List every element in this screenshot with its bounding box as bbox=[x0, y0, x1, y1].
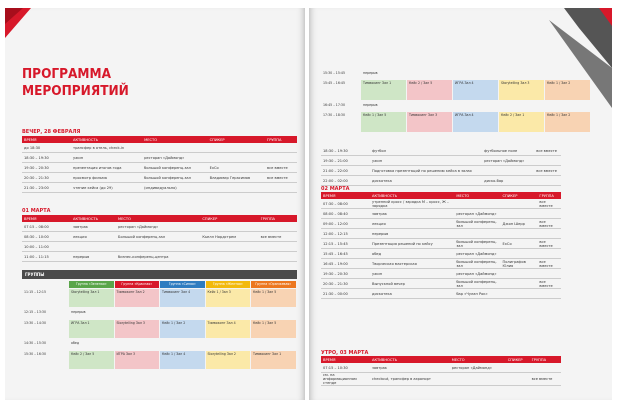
slot-time: 14:30 – 15:30 bbox=[24, 341, 46, 345]
slot-time: 13:30 – 14:30 bbox=[24, 321, 46, 325]
table-row: 07:30 – 08:00 утренний кросс / зарядка М … bbox=[321, 199, 561, 209]
group-cell: Storytelling Зал 3 bbox=[499, 80, 544, 100]
group-cell: Тимвокинг Зал 4 bbox=[205, 320, 250, 338]
header-speaker: СПИКЕР bbox=[207, 136, 265, 143]
group-cell: Тимвокинг Зал 1 bbox=[361, 80, 406, 100]
group-header: Группа «Оранжевая» bbox=[251, 281, 296, 288]
slot-time: 15:45 – 16:45 bbox=[323, 81, 345, 85]
table-row: до 18:30 трансфер в отель, check-in bbox=[22, 143, 297, 153]
decor-shape-right bbox=[549, 8, 612, 108]
table-row: 07:15 – 10:30 завтрак ресторан «Даймонд» bbox=[321, 363, 561, 373]
header-time: ВРЕМЯ bbox=[22, 136, 71, 143]
group-cell: Кейс 1 / Зал 5 bbox=[251, 320, 296, 338]
table-row: 10:00 – 11:00 bbox=[22, 241, 297, 252]
table-march1: ВРЕМЯ АКТИВНОСТЬ МЕСТО СПИКЕР ГРУППА 07:… bbox=[22, 215, 297, 262]
table-row: 12:00 – 12:15 перерыв bbox=[321, 228, 561, 239]
break-cell: перерыв bbox=[363, 71, 378, 75]
table-morning: ВРЕМЯ АКТИВНОСТЬ МЕСТО СПИКЕР ГРУППА 07:… bbox=[321, 356, 561, 386]
slot-time: 11:15 – 12:15 bbox=[24, 290, 46, 294]
table-row: 16:45 – 19:00 Творческая мастерская большо… bbox=[321, 258, 561, 269]
group-cell: ИГРА Зал 1 bbox=[69, 320, 114, 338]
table-evening: ВРЕМЯ АКТИВНОСТЬ МЕСТО СПИКЕР ГРУППА до … bbox=[22, 136, 297, 193]
group-cell: Кейс 1 / Зал 4 bbox=[160, 351, 205, 369]
group-cell: Кейс 1 / Зал 5 bbox=[361, 112, 406, 132]
break-cell: перерыв bbox=[363, 103, 378, 107]
section-evening: ВЕЧЕР, 28 ФЕВРАЛЯ bbox=[22, 129, 81, 135]
table-header: ВРЕМЯ АКТИВНОСТЬ МЕСТО СПИКЕР ГРУППА bbox=[321, 192, 561, 199]
slot-time: 15:30 – 15:45 bbox=[323, 71, 345, 75]
group-cell: Storytelling Зал 3 bbox=[114, 320, 159, 338]
page-title: ПРОГРАММА МЕРОПРИЯТИЙ bbox=[22, 66, 129, 100]
table-row: 21:00 – 22:00 Подготовка презентаций по р… bbox=[321, 165, 561, 176]
table-row: 07:15 – 08:00 завтрак ресторан «Даймонд» bbox=[22, 222, 297, 232]
title-line2: МЕРОПРИЯТИЙ bbox=[22, 83, 129, 99]
table-row: 19:30 – 21:00 ужин ресторан «Даймонд» bbox=[321, 155, 561, 166]
group-cell: ИГРА Зал 4 bbox=[453, 80, 498, 100]
left-page: ПРОГРАММА МЕРОПРИЯТИЙ ВЕЧЕР, 28 ФЕВРАЛЯ … bbox=[5, 8, 305, 400]
slot-time: 16:45 – 17:30 bbox=[323, 103, 345, 107]
group-cell: Тимвокинг Зал 3 bbox=[407, 112, 452, 132]
group-cell: Кейс 2 / Зал 5 bbox=[69, 351, 114, 369]
table-row: 11:00 – 11:15 перерыв бизнес-конференц-цен… bbox=[22, 251, 297, 262]
header-group: ГРУППА bbox=[265, 136, 297, 143]
table-evening-activities: 18:30 – 19:30 футбол футбольное поле все вм… bbox=[321, 146, 561, 186]
table-row: см. на информационном стенде checkout, тр… bbox=[321, 372, 561, 386]
table-row: 20:30 – 21:30 просмотр фильма большой конф… bbox=[22, 172, 297, 183]
table-header: ВРЕМЯ АКТИВНОСТЬ МЕСТО СПИКЕР ГРУППА bbox=[321, 356, 561, 363]
group-cell: обед bbox=[71, 341, 80, 345]
group-cell: Кейс 1 / Зал 2 bbox=[545, 112, 590, 132]
table-row: 19:30 – 20:30 презентация итогов года боль… bbox=[22, 162, 297, 173]
groups-label: ГРУППЫ bbox=[25, 272, 45, 277]
section-morning: УТРО, 03 МАРТА bbox=[321, 350, 369, 356]
table-row: 08:30 – 10:00 лекция Большой конференц-зал… bbox=[22, 231, 297, 242]
group-cell: Кейс 1 / Зал 2 bbox=[160, 320, 205, 338]
header-place: МЕСТО bbox=[142, 136, 208, 143]
slot-time: 12:15 – 13:30 bbox=[24, 310, 46, 314]
table-row: 20:30 – 21:30 Выпускной вечер большой конф… bbox=[321, 278, 561, 289]
title-line1: ПРОГРАММА bbox=[22, 66, 112, 82]
group-cell: Кейс 2 / Зал 5 bbox=[407, 80, 452, 100]
group-cell: Кейс 1 / Зал 5 bbox=[251, 289, 296, 307]
group-cell: Storytelling Зал 2 bbox=[205, 351, 250, 369]
groups-bar: ГРУППЫ bbox=[22, 270, 297, 279]
table-header: ВРЕМЯ АКТИВНОСТЬ МЕСТО СПИКЕР ГРУППА bbox=[22, 136, 297, 143]
table-row: 15:45 – 16:45 обед ресторан «Даймонд» bbox=[321, 248, 561, 259]
group-cell: Кейс 1 / Зал 3 bbox=[205, 289, 250, 307]
group-header: Группа «Красная» bbox=[114, 281, 159, 288]
table-row: 09:00 – 12:00 лекция большой конференц-зал… bbox=[321, 218, 561, 229]
table-row: 08:00 – 08:40 завтрак ресторан «Даймонд» bbox=[321, 208, 561, 219]
table-row: 21:30 – 00:00 дискотека бар «Чулан Рок» bbox=[321, 288, 561, 299]
group-header: Группа «Синяя» bbox=[160, 281, 205, 288]
table-row: 19:30 – 20:30 ужин ресторан «Даймонд» bbox=[321, 268, 561, 279]
table-header: ВРЕМЯ АКТИВНОСТЬ МЕСТО СПИКЕР ГРУППА bbox=[22, 215, 297, 222]
table-row: 22:00 – 02:00 дискотека диско-бар bbox=[321, 175, 561, 186]
group-header: Группа «Желтая» bbox=[205, 281, 250, 288]
section-march2: 02 МАРТА bbox=[321, 186, 350, 192]
section-march1: 01 МАРТА bbox=[22, 208, 51, 214]
table-march2: ВРЕМЯ АКТИВНОСТЬ МЕСТО СПИКЕР ГРУППА 07:… bbox=[321, 192, 561, 299]
right-page: 15:30 – 15:45 перерыв 15:45 – 16:45 Тимвоки… bbox=[309, 8, 612, 400]
group-cell: ИГРА Зал 3 bbox=[114, 351, 159, 369]
group-cell: Кейс 1 / Зал 2 bbox=[545, 80, 590, 100]
group-cell: ИГРА Зал 4 bbox=[453, 112, 498, 132]
group-cell: Storytelling Зал 1 bbox=[69, 289, 114, 307]
group-cell: Тимвокинг Зал 1 bbox=[251, 351, 296, 369]
table-row: 18:30 – 19:30 ужин ресторан «Даймонд» bbox=[22, 152, 297, 163]
decor-shape-left bbox=[5, 8, 31, 38]
table-row: 12:15 – 15:45 Презентация решений по кейс… bbox=[321, 238, 561, 249]
group-cell: Тимвокинг Зал 2 bbox=[114, 289, 159, 307]
table-row: 18:30 – 19:30 футбол футбольное поле все вм… bbox=[321, 146, 561, 156]
group-cell: Кейс 2 / Зал 1 bbox=[499, 112, 544, 132]
table-row: 21:30 – 23:00 чтение кейса (до 29) (индиви… bbox=[22, 182, 297, 193]
group-cell: Тимвокинг Зал 4 bbox=[160, 289, 205, 307]
group-cell: перерыв bbox=[71, 310, 86, 314]
group-header: Группа «Зеленая» bbox=[69, 281, 114, 288]
header-activity: АКТИВНОСТЬ bbox=[71, 136, 143, 143]
slot-time: 17:30 – 18:30 bbox=[323, 113, 345, 117]
slot-time: 15:30 – 16:30 bbox=[24, 352, 46, 356]
